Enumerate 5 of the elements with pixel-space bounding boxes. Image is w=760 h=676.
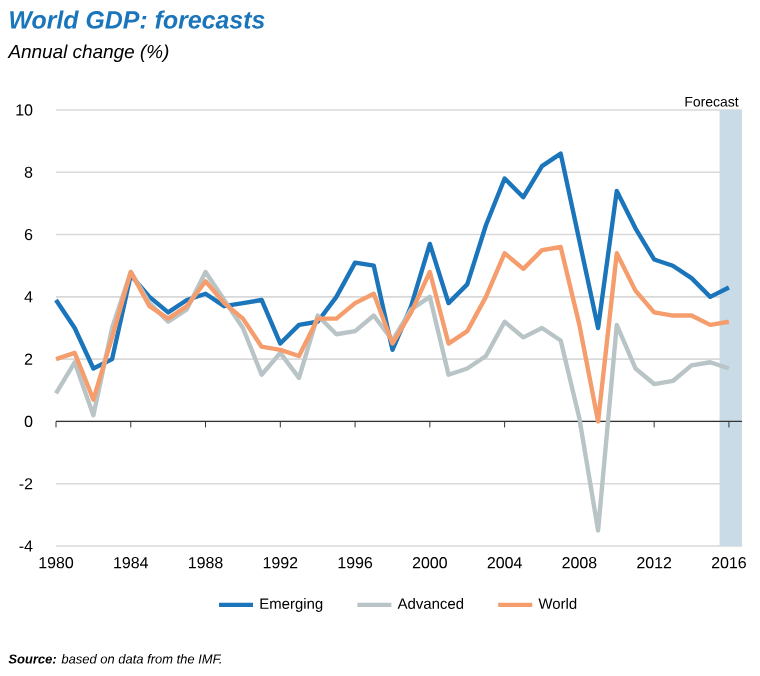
chart-title: World GDP: forecasts bbox=[10, 10, 265, 29]
line-series bbox=[53, 244, 732, 424]
chart-subtitle: Annual change (%) bbox=[7, 44, 169, 63]
line-series bbox=[53, 151, 732, 371]
line-series bbox=[53, 269, 732, 533]
